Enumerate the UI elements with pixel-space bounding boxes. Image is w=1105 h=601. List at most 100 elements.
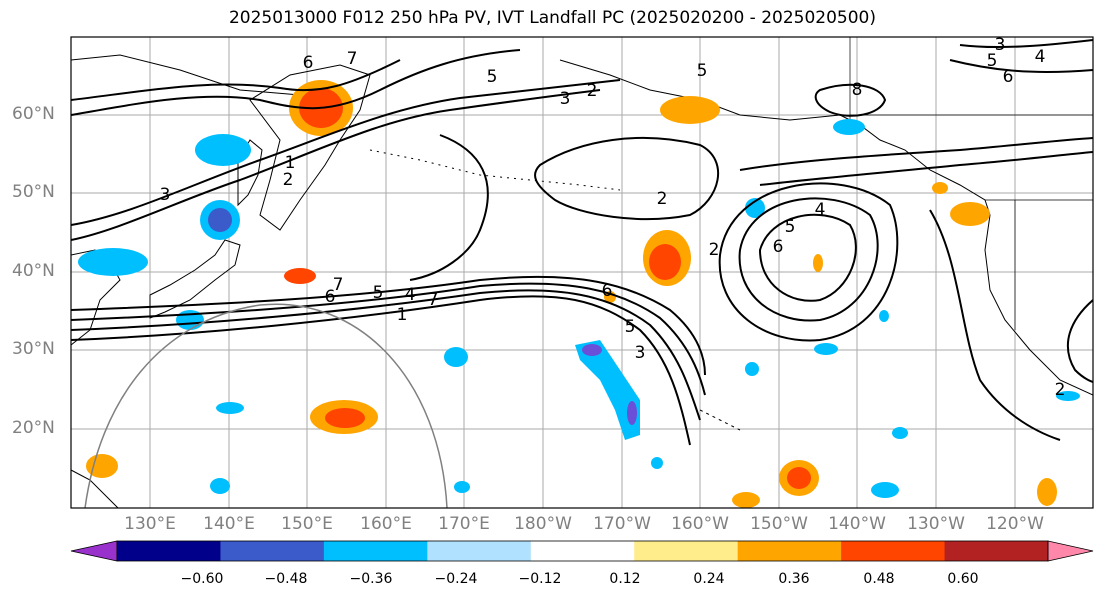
- colorbar-frame: [116, 540, 1049, 562]
- coast-siberia: [71, 54, 301, 96]
- contour-north-1: [71, 89, 601, 241]
- pos-blob-central-core: [649, 244, 681, 280]
- colorbar-segment: [117, 541, 221, 561]
- landfall-region-arc: [84, 303, 448, 508]
- contour-2: [71, 289, 701, 421]
- neg-blob-north-central: [745, 198, 765, 218]
- lon-label-160e: 160°E: [360, 514, 412, 534]
- contour-label: 6: [303, 53, 314, 73]
- contour-north-2: [71, 79, 621, 226]
- contour-label: 6: [773, 237, 784, 257]
- lon-label-170w: 170°W: [593, 514, 651, 534]
- pos-blob-southeast-core: [787, 467, 811, 489]
- lon-label-150w: 150°W: [750, 514, 808, 534]
- pos-blob-sw: [86, 454, 118, 478]
- neg-blob-hokkaido-core: [208, 208, 232, 232]
- boundaries: [849, 37, 1093, 330]
- coast-sakhalin: [237, 139, 263, 207]
- neg-blob-baja: [1056, 391, 1080, 401]
- contour-label: 2: [709, 240, 720, 260]
- colorbar-tick-label: −0.12: [518, 571, 562, 587]
- contour-4: [71, 275, 706, 376]
- map-frame: [70, 36, 1094, 509]
- colorbar: [70, 540, 1094, 562]
- lon-label-150e: 150°E: [281, 514, 333, 534]
- contour-label: 5: [487, 67, 498, 87]
- contour-mid: [409, 134, 489, 281]
- contour-east-4: [1066, 299, 1093, 383]
- contour-label: 4: [1035, 47, 1046, 67]
- lat-label-60n: 60°N: [12, 104, 55, 124]
- contour-ne: [949, 59, 1093, 73]
- neg-band-subtropic: [575, 340, 640, 440]
- contour-closed-4: [718, 182, 899, 342]
- ivt-contours: [71, 39, 1093, 446]
- coast-japan: [149, 239, 241, 319]
- colorbar-tick-label: −0.36: [349, 571, 393, 587]
- neg-blob-okhotsk: [195, 134, 251, 166]
- colorbar-tick-label: −0.48: [264, 571, 308, 587]
- colorbar-arrow-left: [70, 540, 118, 562]
- neg-blob-east-3: [892, 427, 908, 439]
- colorbar-tick-label: 0.48: [863, 571, 895, 587]
- neg-band-core-2: [627, 401, 637, 425]
- contour-label: 2: [283, 170, 294, 190]
- neg-blob-mid: [444, 347, 468, 367]
- colorbar-segment: [323, 541, 428, 561]
- neg-blob-gulf: [833, 119, 865, 135]
- colorbar-tick-label: 0.60: [947, 571, 979, 587]
- contour-label: 4: [815, 200, 826, 220]
- coast-aleutians: [369, 149, 621, 191]
- colorbar-tick-label: 0.24: [693, 571, 725, 587]
- lon-label-140e: 140°E: [203, 514, 255, 534]
- colorbar-arrow-right: [1047, 540, 1094, 562]
- pos-blob-alaska: [660, 96, 720, 124]
- pos-blob-baja: [1037, 478, 1057, 506]
- coast-uswest: [984, 214, 1093, 396]
- neg-blob-east-4: [871, 482, 899, 498]
- lon-label-140w: 140°W: [828, 514, 886, 534]
- contour-label: 6: [1003, 67, 1014, 87]
- contour-north-3: [71, 49, 521, 116]
- colorbar-segment: [737, 541, 842, 561]
- contour-closed-6: [758, 213, 857, 302]
- contour-label: 3: [560, 89, 571, 109]
- pos-blob-japan-east: [284, 268, 316, 284]
- colorbar-tick-label: −0.24: [434, 571, 478, 587]
- lon-label-130e: 130°E: [124, 514, 176, 534]
- coast-hawaii: [699, 409, 741, 431]
- contour-label: 5: [697, 61, 708, 81]
- neg-band-core-1: [582, 344, 602, 356]
- lat-label-50n: 50°N: [12, 182, 55, 202]
- neg-blob-bottom-1: [454, 481, 470, 493]
- contour-3: [71, 282, 706, 396]
- contour-label: 2: [1055, 380, 1066, 400]
- contour-east-3: [929, 209, 1061, 441]
- contour-label: 3: [995, 35, 1006, 55]
- contour-ne-2: [959, 39, 1093, 49]
- contour-label: 2: [587, 81, 598, 101]
- neg-blob-small: [879, 310, 889, 322]
- colorbar-tick-label: 0.12: [609, 571, 641, 587]
- colorbar-segment: [220, 541, 325, 561]
- contour-label: 8: [852, 80, 863, 100]
- contour-label: 7: [347, 49, 358, 69]
- pos-blob-bottom: [732, 492, 760, 508]
- contour-label: 4: [405, 285, 416, 305]
- coast-philippines: [71, 469, 119, 508]
- contour-label: 7: [333, 275, 344, 295]
- contour-label: 5: [625, 317, 636, 337]
- colorbar-segment: [841, 541, 946, 561]
- contour-label: 1: [397, 305, 408, 325]
- lat-label-30n: 30°N: [12, 339, 55, 359]
- colorbar-segment: [530, 541, 635, 561]
- colorbar-tick-label: 0.36: [778, 571, 810, 587]
- contour-east-2: [759, 151, 1093, 186]
- pos-blob-small-1: [932, 182, 948, 194]
- contour-label: 7: [428, 290, 439, 310]
- contour-label: 6: [325, 287, 336, 307]
- contour-label: 2: [657, 189, 668, 209]
- neg-blob-west: [216, 402, 244, 414]
- lon-label-180w: 180°W: [514, 514, 572, 534]
